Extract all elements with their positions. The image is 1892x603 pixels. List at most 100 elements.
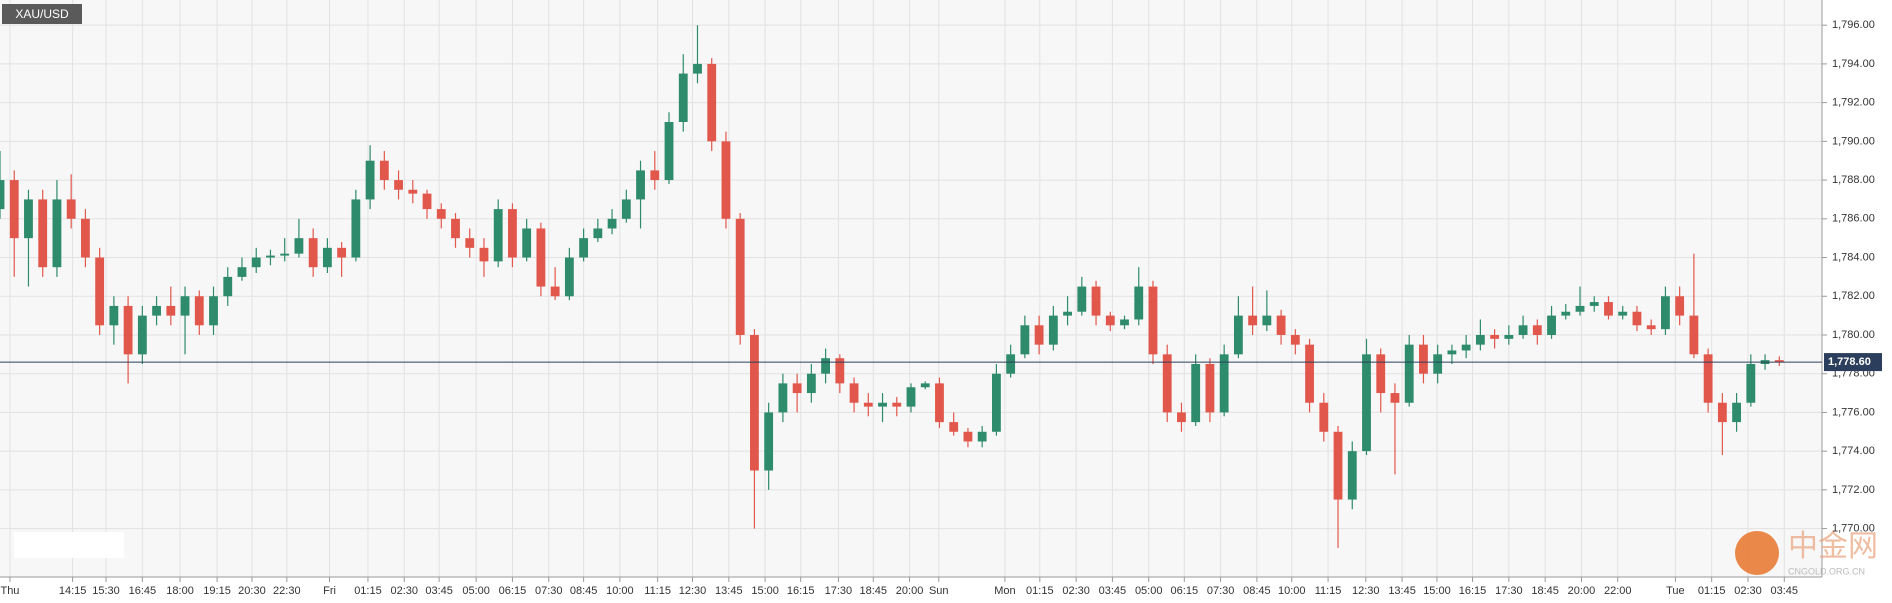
- x-tick-label: 20:30: [238, 585, 266, 597]
- y-tick-label: 1,786.00: [1832, 213, 1875, 225]
- x-tick-label: 17:30: [825, 585, 853, 597]
- x-tick-label: 13:45: [715, 585, 743, 597]
- candle-body: [66, 199, 76, 219]
- candle-body: [422, 193, 432, 210]
- candle-body: [479, 247, 489, 262]
- candle-body: [593, 228, 603, 239]
- candle-body: [1689, 315, 1699, 355]
- watermark: 中金网: [1788, 530, 1878, 563]
- candle-body: [1262, 315, 1272, 326]
- candle-body: [707, 63, 717, 142]
- candle-body: [1248, 315, 1258, 326]
- candle-body: [95, 257, 105, 326]
- candle-body: [0, 180, 5, 210]
- candle-body: [436, 209, 446, 219]
- y-tick-label: 1,770.00: [1832, 523, 1875, 535]
- candle-body: [1419, 344, 1428, 374]
- candle-body: [1134, 286, 1144, 320]
- x-tick-label: 18:45: [1531, 585, 1559, 597]
- candle-body: [266, 255, 275, 258]
- y-tick-label: 1,788.00: [1832, 174, 1875, 186]
- y-tick-label: 1,792.00: [1832, 97, 1875, 109]
- candle-body: [721, 141, 731, 219]
- x-tick-label: 18:45: [860, 585, 888, 597]
- candle-body: [892, 402, 902, 407]
- candle-body: [1661, 296, 1670, 330]
- candle-body: [664, 121, 674, 181]
- x-tick-label: 22:00: [1604, 585, 1632, 597]
- x-tick-label: 10:00: [1278, 585, 1306, 597]
- candle-body: [1063, 311, 1072, 316]
- candle-body: [451, 218, 460, 239]
- candle-body: [1475, 334, 1485, 345]
- x-tick-label: 17:30: [1495, 585, 1523, 597]
- candle-body: [1746, 364, 1756, 403]
- candle-body: [806, 373, 816, 394]
- candle-body: [1646, 325, 1656, 330]
- candle-body: [1732, 402, 1742, 423]
- candle-body: [493, 209, 503, 262]
- x-tick-label: 08:45: [1243, 585, 1271, 597]
- candle-body: [550, 286, 560, 297]
- candle-body: [920, 383, 930, 388]
- candle-body: [408, 189, 418, 194]
- x-tick-label: 15:30: [92, 585, 120, 597]
- candle-body: [522, 228, 532, 258]
- x-tick-label: 13:45: [1388, 585, 1416, 597]
- candle-body: [1504, 334, 1514, 339]
- candle-body: [1675, 296, 1685, 316]
- candle-body: [1703, 354, 1713, 403]
- last-price-badge: [1824, 353, 1882, 372]
- candle-body: [223, 276, 233, 297]
- candle-body: [835, 358, 845, 384]
- candle-body: [1091, 286, 1101, 316]
- last-price-label: 1,778.60: [1828, 356, 1871, 368]
- candle-body: [1219, 354, 1229, 413]
- x-tick-label: 07:30: [1207, 585, 1235, 597]
- watermark-subtext: CNGOLD.ORG.CN: [1788, 566, 1865, 576]
- candle-body: [564, 257, 574, 297]
- candle-body: [878, 402, 887, 407]
- candle-body: [465, 238, 475, 248]
- candle-body: [949, 422, 959, 432]
- candle-body: [1774, 360, 1784, 363]
- plot-background: [0, 0, 1822, 577]
- symbol: XAU/USD: [15, 7, 69, 21]
- y-tick-label: 1,790.00: [1832, 135, 1875, 147]
- candle-body: [821, 358, 831, 374]
- candle-body: [1618, 311, 1628, 316]
- x-tick-label: 06:15: [1171, 585, 1199, 597]
- candle-body: [1589, 302, 1599, 306]
- candle-body: [1561, 311, 1571, 316]
- candle-body: [123, 305, 133, 355]
- x-tick-label: 03:45: [425, 585, 453, 597]
- x-tick-label: 06:15: [499, 585, 527, 597]
- candle-body: [166, 305, 176, 316]
- candle-body: [536, 228, 546, 287]
- x-tick-label: 16:15: [787, 585, 815, 597]
- x-tick-label: 05:00: [462, 585, 490, 597]
- candle-body: [977, 431, 987, 442]
- candle-body: [1305, 344, 1314, 403]
- y-tick-label: 1,796.00: [1832, 19, 1875, 31]
- candle-body: [52, 199, 62, 268]
- candle-body: [337, 247, 347, 258]
- candle-body: [963, 431, 973, 442]
- candle-body: [1105, 315, 1115, 326]
- candle-body: [1575, 305, 1585, 312]
- candle-body: [935, 383, 944, 423]
- candle-body: [650, 170, 660, 181]
- candle-body: [1461, 344, 1471, 351]
- candle-body: [1490, 334, 1500, 339]
- candle-body: [693, 63, 702, 74]
- x-tick-label: 19:15: [203, 585, 231, 597]
- candle-body: [1006, 354, 1016, 374]
- candle-body: [1547, 315, 1556, 335]
- candle-body: [607, 218, 617, 229]
- candle-body: [194, 296, 204, 326]
- x-tick-label: 01:15: [1026, 585, 1054, 597]
- x-tick-label: 20:00: [896, 585, 924, 597]
- x-tick-label: 05:00: [1135, 585, 1163, 597]
- candle-body: [1290, 334, 1300, 345]
